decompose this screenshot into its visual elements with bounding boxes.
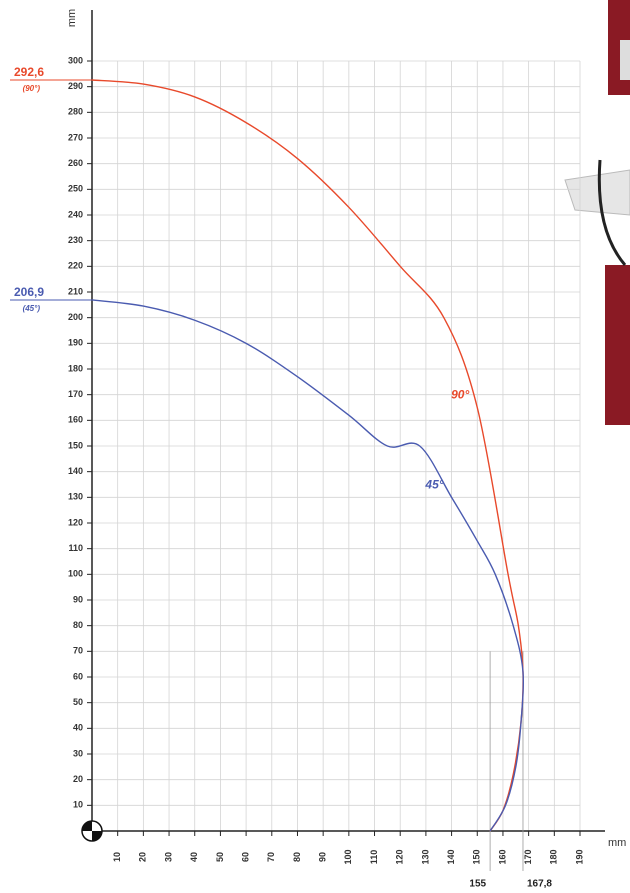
x-tick-label: 190 xyxy=(574,849,584,864)
machine-photo xyxy=(564,0,630,425)
series-label: 45° xyxy=(424,478,443,492)
y-tick-label: 190 xyxy=(68,338,83,348)
y-tick-label: 100 xyxy=(68,569,83,579)
origin-symbol xyxy=(81,820,103,842)
x-tick-label: 90 xyxy=(318,852,328,862)
y-tick-label: 180 xyxy=(68,363,83,373)
x-tick-label: 50 xyxy=(215,852,225,862)
origin-quadrant xyxy=(92,831,102,841)
x-tick-label: 80 xyxy=(292,852,302,862)
y-tick-label: 30 xyxy=(73,748,83,758)
x-tick-label: 130 xyxy=(420,849,430,864)
y-tick-label: 220 xyxy=(68,261,83,271)
y-tick-label: 90 xyxy=(73,594,83,604)
y-tick-label: 140 xyxy=(68,466,83,476)
y-tick-label: 110 xyxy=(68,543,83,553)
y-marker-label: 292,6 xyxy=(14,65,44,79)
x-tick-label: 110 xyxy=(369,850,379,865)
y-tick-label: 290 xyxy=(68,81,83,91)
x-marker-label: 167,8 xyxy=(527,879,552,890)
x-tick-label: 180 xyxy=(549,849,559,864)
y-marker-label: 206,9 xyxy=(14,285,44,299)
x-tick-label: 40 xyxy=(189,852,199,862)
y-tick-label: 10 xyxy=(73,800,83,810)
x-tick-label: 10 xyxy=(112,852,122,862)
y-tick-label: 250 xyxy=(68,184,83,194)
y-tick-label: 40 xyxy=(73,723,83,733)
y-tick-label: 160 xyxy=(68,415,83,425)
x-tick-label: 70 xyxy=(266,852,276,862)
y-tick-label: 200 xyxy=(68,312,83,322)
x-tick-label: 140 xyxy=(446,849,456,864)
x-tick-label: 20 xyxy=(138,852,148,862)
x-tick-label: 100 xyxy=(343,849,353,864)
x-tick-label: 160 xyxy=(497,849,507,864)
y-tick-label: 80 xyxy=(73,620,83,630)
y-tick-label: 260 xyxy=(68,158,83,168)
x-tick-label: 120 xyxy=(395,849,405,864)
x-tick-label: 170 xyxy=(523,849,533,864)
y-tick-label: 300 xyxy=(68,55,83,65)
series-line xyxy=(91,79,524,832)
x-tick-label: 30 xyxy=(163,852,173,862)
x-tick-label: 60 xyxy=(240,852,250,862)
y-tick-label: 240 xyxy=(68,209,83,219)
y-tick-label: 270 xyxy=(68,132,83,142)
y-tick-label: 280 xyxy=(68,107,83,117)
y-axis-label: mm xyxy=(66,9,78,27)
y-tick-label: 150 xyxy=(68,440,83,450)
y-tick-label: 130 xyxy=(68,492,83,502)
x-axis-label: mm xyxy=(608,837,626,849)
x-tick-label: 150 xyxy=(472,849,482,864)
y-marker-note: (45°) xyxy=(23,304,41,313)
origin-quadrant xyxy=(82,821,92,831)
y-tick-label: 120 xyxy=(68,517,83,527)
series-label: 90° xyxy=(451,388,469,402)
y-tick-label: 210 xyxy=(68,286,83,296)
x-marker-label: 155 xyxy=(469,879,486,890)
y-tick-label: 70 xyxy=(73,646,83,656)
y-tick-label: 20 xyxy=(73,774,83,784)
series-line xyxy=(91,299,525,832)
y-tick-label: 230 xyxy=(68,235,83,245)
y-tick-label: 50 xyxy=(73,697,83,707)
y-tick-label: 170 xyxy=(68,389,83,399)
y-marker-note: (90°) xyxy=(23,84,41,93)
y-tick-label: 60 xyxy=(73,671,83,681)
